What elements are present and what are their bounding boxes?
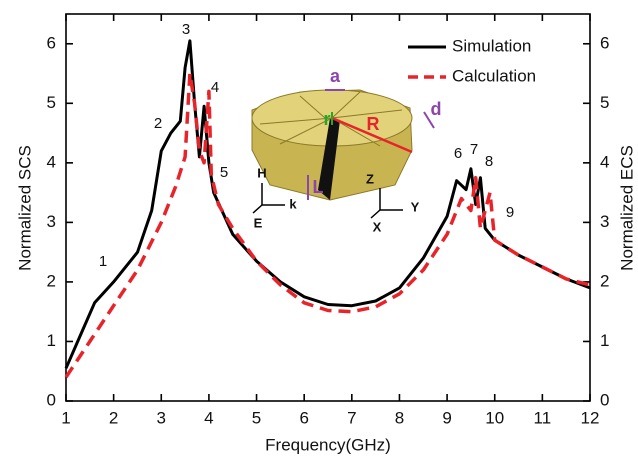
x-tick-label: 1 xyxy=(61,408,70,427)
x-tick-label: 5 xyxy=(252,408,261,427)
inset-label: Z xyxy=(366,171,374,186)
inset-label: Y xyxy=(411,199,420,214)
y-axis-label: Normalized SCS xyxy=(15,145,34,271)
y2-axis-label: Normalized ECS xyxy=(617,145,636,271)
inset-arrow xyxy=(252,204,263,214)
inset-label: k xyxy=(289,196,297,211)
x-axis-label: Frequency(GHz) xyxy=(265,435,391,454)
y-tick-label: 4 xyxy=(47,152,56,171)
x-tick-label: 6 xyxy=(299,408,308,427)
peak-annotation: 4 xyxy=(211,79,219,96)
y2-tick-label: 0 xyxy=(600,390,609,409)
inset-arrow xyxy=(370,209,381,219)
inset-label: L xyxy=(313,177,324,197)
inset-label: X xyxy=(373,219,382,234)
plot-frame xyxy=(65,13,591,402)
y-tick-label: 6 xyxy=(47,33,56,52)
inset-label: E xyxy=(254,215,263,230)
inset-label: d xyxy=(431,99,442,119)
x-tick-label: 9 xyxy=(442,408,451,427)
series-line xyxy=(64,71,591,379)
peak-annotation: 6 xyxy=(454,145,462,162)
peak-annotation: 3 xyxy=(182,21,190,38)
x-tick-label: 2 xyxy=(109,408,118,427)
y-tick-label: 2 xyxy=(47,271,56,290)
x-tick-label: 12 xyxy=(581,408,600,427)
inset-structure xyxy=(251,89,413,201)
peak-annotation: 9 xyxy=(506,204,514,221)
legend-label: Calculation xyxy=(452,66,536,85)
inset-arrow xyxy=(331,116,413,154)
y2-tick-label: 5 xyxy=(600,93,609,112)
y2-tick-label: 6 xyxy=(600,33,609,52)
legend-label: Simulation xyxy=(452,36,531,55)
inset-arrow xyxy=(423,111,435,129)
x-tick-label: 4 xyxy=(204,408,213,427)
series-line xyxy=(64,39,591,369)
x-tick-label: 8 xyxy=(395,408,404,427)
y2-tick-label: 3 xyxy=(600,212,609,231)
x-tick-label: 7 xyxy=(347,408,356,427)
peak-annotation: 8 xyxy=(485,153,493,170)
x-tick-label: 11 xyxy=(534,408,552,427)
x-tick-label: 10 xyxy=(485,408,504,427)
peak-annotation: 5 xyxy=(220,164,228,181)
y2-tick-label: 1 xyxy=(600,331,609,350)
peak-annotation: 7 xyxy=(470,141,478,158)
y-tick-label: 1 xyxy=(47,331,56,350)
y-tick-label: 3 xyxy=(47,212,56,231)
peak-annotation: 1 xyxy=(99,253,107,270)
x-tick-label: 3 xyxy=(157,408,166,427)
y2-tick-label: 4 xyxy=(600,152,609,171)
y-tick-label: 5 xyxy=(47,93,56,112)
inset-label: H xyxy=(257,165,266,180)
y-tick-label: 0 xyxy=(47,390,56,409)
inset-label: a xyxy=(330,66,341,86)
inset-label: r xyxy=(323,109,330,129)
peak-annotation: 2 xyxy=(154,115,162,132)
y2-tick-label: 2 xyxy=(600,271,609,290)
inset-label: R xyxy=(367,114,380,134)
